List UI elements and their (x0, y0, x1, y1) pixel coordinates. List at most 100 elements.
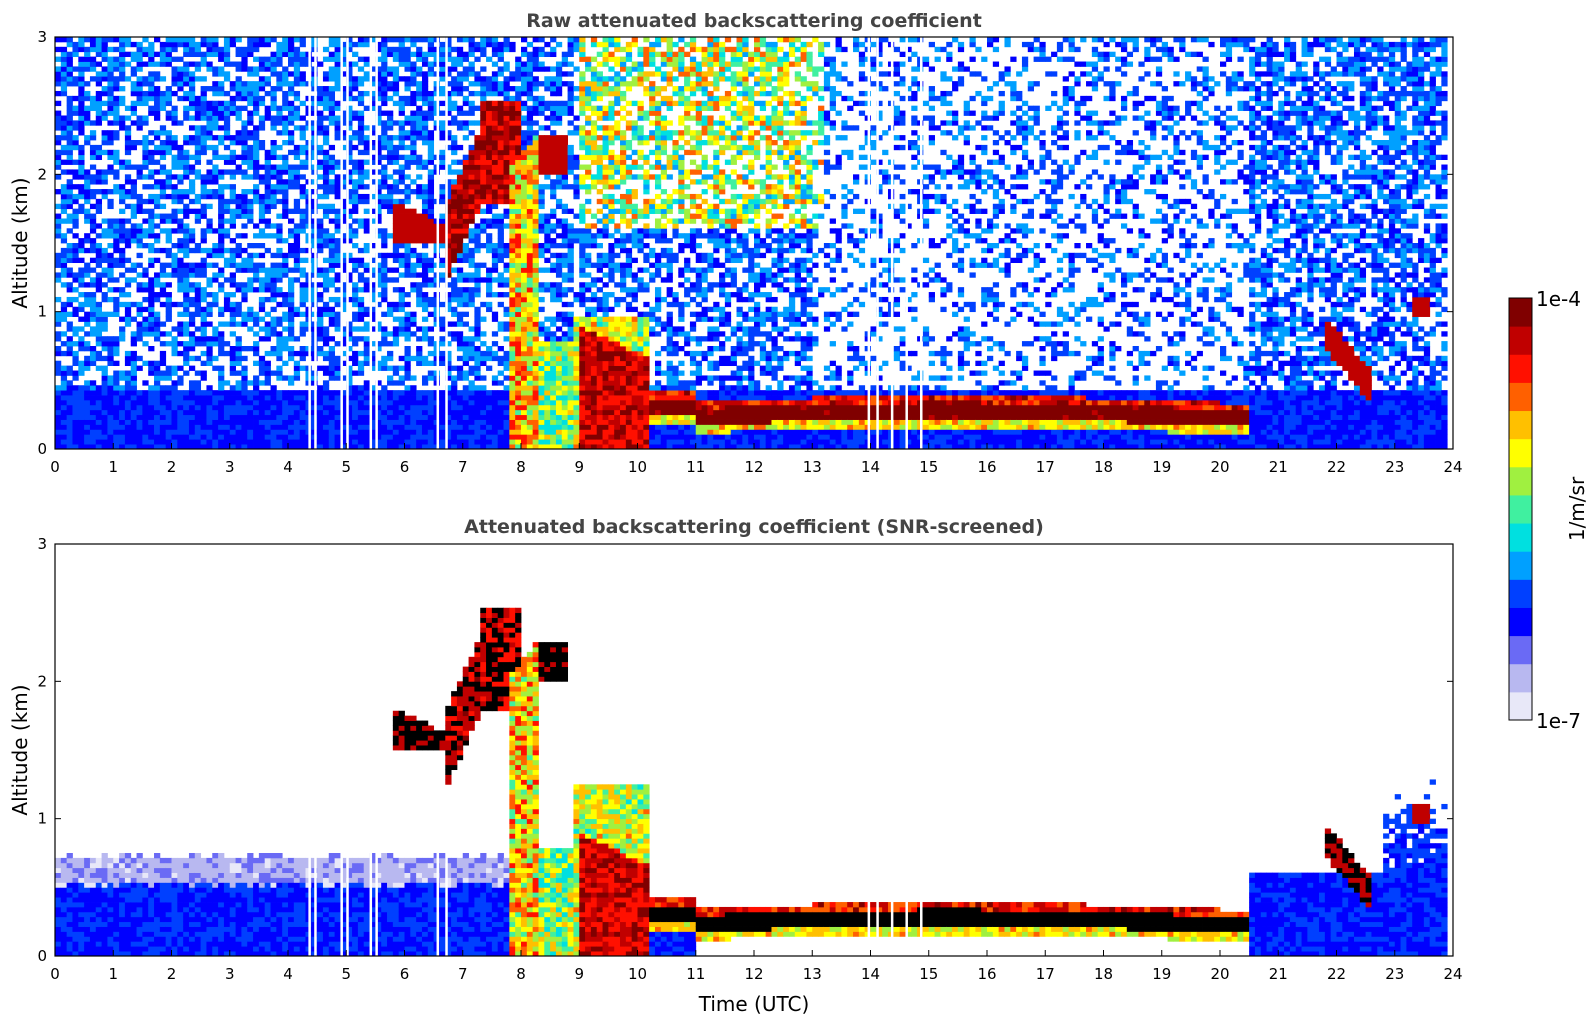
heatmap-cell (172, 351, 178, 356)
heatmap-cell (533, 336, 539, 341)
heatmap-cell (527, 321, 533, 326)
heatmap-cell (271, 263, 277, 268)
heatmap-cell (451, 47, 457, 52)
heatmap-cell (323, 140, 329, 145)
heatmap-cell (90, 351, 96, 356)
heatmap-cell (96, 223, 102, 228)
heatmap-cell (212, 429, 218, 434)
heatmap-cell (469, 214, 475, 219)
heatmap-cell (61, 125, 67, 130)
heatmap-cell (90, 47, 96, 52)
heatmap-cell (358, 312, 364, 317)
heatmap-cell (137, 331, 143, 336)
heatmap-cell (428, 434, 434, 439)
heatmap-cell (335, 375, 341, 380)
heatmap-cell (533, 302, 539, 307)
heatmap-cell (276, 420, 282, 425)
heatmap-cell (201, 52, 207, 57)
heatmap-cell (515, 439, 521, 444)
heatmap-cell (177, 366, 183, 371)
heatmap-cell (271, 194, 277, 199)
heatmap-cell (90, 292, 96, 297)
heatmap-cell (533, 179, 539, 184)
heatmap-cell (364, 42, 370, 47)
heatmap-cell (480, 415, 486, 420)
heatmap-cell (224, 321, 230, 326)
heatmap-cell (230, 307, 236, 312)
heatmap-cell (399, 106, 405, 111)
heatmap-cell (195, 135, 201, 140)
heatmap-cell (486, 439, 492, 444)
heatmap-cell (241, 62, 247, 67)
heatmap-cell (422, 253, 428, 258)
heatmap-cell (509, 371, 515, 376)
heatmap-cell (166, 96, 172, 101)
heatmap-cell (498, 106, 504, 111)
heatmap-cell (154, 96, 160, 101)
heatmap-cell (451, 228, 457, 233)
heatmap-cell (119, 287, 125, 292)
heatmap-cell (509, 405, 515, 410)
heatmap-cell (259, 140, 265, 145)
heatmap-cell (154, 415, 160, 420)
heatmap-cell (265, 390, 271, 395)
heatmap-cell (102, 91, 108, 96)
heatmap-cell (265, 380, 271, 385)
heatmap-cell (521, 150, 527, 155)
heatmap-cell (276, 115, 282, 120)
heatmap-cell (527, 125, 533, 130)
heatmap-cell (236, 214, 242, 219)
heatmap-cell (142, 272, 148, 277)
heatmap-cell (61, 238, 67, 243)
heatmap-cell (253, 410, 259, 415)
heatmap-cell (131, 120, 137, 125)
heatmap-cell (323, 204, 329, 209)
heatmap-cell (142, 199, 148, 204)
heatmap-cell (486, 400, 492, 405)
heatmap-cell (72, 160, 78, 165)
heatmap-cell (67, 150, 73, 155)
heatmap-cell (439, 326, 445, 331)
heatmap-cell (265, 184, 271, 189)
heatmap-cell (492, 179, 498, 184)
heatmap-cell (78, 111, 84, 116)
heatmap-cell (300, 351, 306, 356)
heatmap-cell (96, 189, 102, 194)
heatmap-cell (67, 366, 73, 371)
heatmap-cell (271, 268, 277, 273)
heatmap-cell (492, 194, 498, 199)
heatmap-cell (294, 277, 300, 282)
heatmap-cell (352, 243, 358, 248)
heatmap-cell (206, 101, 212, 106)
heatmap-cell (533, 317, 539, 322)
heatmap-cell (265, 169, 271, 174)
heatmap-cell (218, 272, 224, 277)
heatmap-cell (206, 341, 212, 346)
heatmap-cell (474, 390, 480, 395)
heatmap-cell (142, 165, 148, 170)
heatmap-cell (393, 302, 399, 307)
heatmap-cell (422, 400, 428, 405)
heatmap-cell (259, 76, 265, 81)
heatmap-cell (509, 115, 515, 120)
heatmap-cell (154, 214, 160, 219)
heatmap-cell (201, 125, 207, 130)
heatmap-cell (177, 420, 183, 425)
heatmap-cell (329, 277, 335, 282)
heatmap-cell (469, 101, 475, 106)
heatmap-cell (61, 52, 67, 57)
heatmap-cell (317, 336, 323, 341)
heatmap-cell (358, 326, 364, 331)
heatmap-cell (201, 268, 207, 273)
heatmap-cell (55, 174, 61, 179)
heatmap-cell (533, 218, 539, 223)
heatmap-cell (323, 434, 329, 439)
heatmap-cell (90, 204, 96, 209)
heatmap-cell (125, 371, 131, 376)
heatmap-cell (84, 179, 90, 184)
heatmap-cell (113, 135, 119, 140)
heatmap-cell (527, 204, 533, 209)
heatmap-cell (160, 429, 166, 434)
heatmap-cell (236, 194, 242, 199)
heatmap-cell (474, 194, 480, 199)
